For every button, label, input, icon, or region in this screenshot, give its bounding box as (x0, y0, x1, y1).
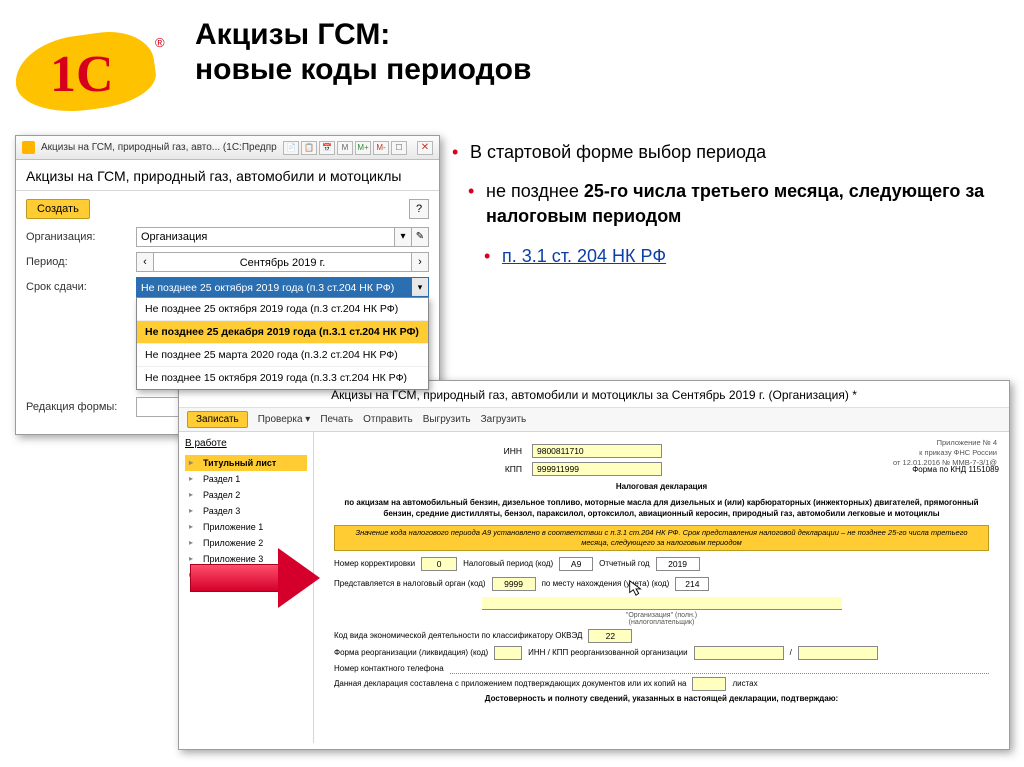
due-label: Срок сдачи: (26, 281, 136, 293)
tb-btn-3[interactable]: M (337, 141, 353, 155)
due-option-0[interactable]: Не позднее 25 октября 2019 года (п.3 ст.… (137, 298, 428, 321)
phone-field[interactable] (450, 663, 989, 674)
help-button[interactable]: ? (409, 199, 429, 219)
due-dropdown-btn[interactable]: ▾ (411, 277, 429, 297)
tb-print[interactable]: Печать (320, 414, 353, 425)
in-work-link[interactable]: В работе (185, 438, 307, 449)
bullet-2: не позднее 25-го числа третьего месяца, … (452, 179, 1012, 229)
reorg2-label: ИНН / КПП реорганизованной организации (528, 648, 687, 657)
pages-field[interactable] (692, 677, 726, 691)
pages-label-a: Данная декларация составлена с приложени… (334, 679, 686, 688)
org-full-label: "Организация" (полн.) (324, 612, 999, 619)
nav-section-2[interactable]: Раздел 2 (185, 487, 307, 503)
org-value: Организация (141, 231, 207, 243)
inn-label: ИНН (484, 446, 522, 456)
law-link[interactable]: п. 3.1 ст. 204 НК РФ (502, 246, 666, 266)
period-label: Период: (26, 256, 136, 268)
tb-btn-1[interactable]: 📋 (301, 141, 317, 155)
org-full-field[interactable] (482, 597, 842, 610)
nav-app-1[interactable]: Приложение 1 (185, 519, 307, 535)
nav-section-3[interactable]: Раздел 3 (185, 503, 307, 519)
logo-reg-mark: ® (155, 35, 165, 50)
taxper-label: Налоговый период (код) (463, 559, 553, 568)
kpp-label: КПП (484, 464, 522, 474)
titlebar-buttons: 📄 📋 📅 M M+ M- ☐ (283, 141, 407, 155)
loc-label: по месту нахождения (учета) (код) (542, 579, 670, 588)
write-button[interactable]: Записать (187, 411, 248, 428)
arrow-icon (190, 548, 322, 608)
edition-label: Редакция формы: (26, 401, 136, 413)
report-form: Приложение № 4 к приказу ФНС России от 1… (314, 432, 1009, 743)
taxper-field[interactable]: A9 (559, 557, 593, 571)
org-clear-btn[interactable]: ✎ (411, 227, 429, 247)
due-option-1[interactable]: Не позднее 25 декабря 2019 года (п.3.1 с… (137, 321, 428, 344)
toorg-label: Представляется в налоговый орган (код) (334, 579, 486, 588)
logo-1c: 1С ® (15, 20, 175, 120)
org-dropdown-btn[interactable]: ▾ (394, 227, 412, 247)
params-row-1: Номер корректировки 0 Налоговый период (… (334, 557, 989, 571)
org-line (324, 597, 999, 612)
doc-title: Налоговая декларация (324, 482, 999, 492)
reorg-label: Форма реорганизации (ликвидация) (код) (334, 648, 488, 657)
pages-label-b: листах (732, 679, 757, 688)
reorg-inn-field[interactable] (694, 646, 784, 660)
org-input[interactable]: Организация (136, 227, 395, 247)
kpp-field[interactable]: 999911999 (532, 462, 662, 476)
due-option-3[interactable]: Не позднее 15 октября 2019 года (п.3.3 с… (137, 367, 428, 389)
tb-export[interactable]: Выгрузить (423, 414, 471, 425)
tb-send[interactable]: Отправить (363, 414, 413, 425)
year-field[interactable]: 2019 (656, 557, 700, 571)
due-option-2[interactable]: Не позднее 25 марта 2020 года (п.3.2 ст.… (137, 344, 428, 367)
bullet-2a: не позднее (486, 181, 584, 201)
slide-title: Акцизы ГСМ: новые коды периодов (195, 18, 531, 87)
due-dropdown: Не позднее 25 октября 2019 года (п.3 ст.… (136, 297, 429, 390)
create-button[interactable]: Создать (26, 199, 90, 219)
tb-btn-0[interactable]: 📄 (283, 141, 299, 155)
tb-btn-2[interactable]: 📅 (319, 141, 335, 155)
period-value[interactable]: Сентябрь 2019 г. (154, 252, 411, 272)
tb-btn-5[interactable]: M- (373, 141, 389, 155)
params-row-2: Представляется в налоговый орган (код) 9… (334, 575, 989, 593)
inn-field[interactable]: 9800811710 (532, 444, 662, 458)
toorg-field[interactable]: 9999 (492, 577, 536, 591)
report-toolbar: Записать Проверка ▾ Печать Отправить Выг… (179, 408, 1009, 432)
loc-field[interactable]: 214 (675, 577, 709, 591)
bullet-3: п. 3.1 ст. 204 НК РФ (452, 244, 1012, 269)
bullet-1: В стартовой форме выбор периода (452, 140, 1012, 165)
okved-field[interactable]: 22 (588, 629, 632, 643)
reorg-field[interactable] (494, 646, 522, 660)
okved-label: Код вида экономической деятельности по к… (334, 631, 582, 640)
close-icon[interactable]: ✕ (417, 141, 433, 155)
due-combo[interactable]: Не позднее 25 октября 2019 года (п.3 ст.… (136, 277, 429, 297)
corr-field[interactable]: 0 (421, 557, 457, 571)
tb-btn-6[interactable]: ☐ (391, 141, 407, 155)
highlight-box: Значение кода налогового периода A9 уста… (334, 525, 989, 551)
form-right-note: Приложение № 4 к приказу ФНС России от 1… (893, 438, 997, 467)
org-label: Организация: (26, 231, 136, 243)
tb-btn-4[interactable]: M+ (355, 141, 371, 155)
bullet-list: В стартовой форме выбор периода не поздн… (452, 140, 1012, 269)
dialog-titlebar[interactable]: Акцизы на ГСМ, природный газ, авто... (1… (16, 136, 439, 160)
window-title: Акцизы на ГСМ, природный газ, авто... (1… (41, 142, 277, 153)
tb-import[interactable]: Загрузить (481, 414, 527, 425)
period-next-btn[interactable]: › (411, 252, 429, 272)
logo-text: 1С (50, 45, 114, 104)
nav-section-1[interactable]: Раздел 1 (185, 471, 307, 487)
sig-label: Достоверность и полноту сведений, указан… (485, 694, 838, 703)
nav-title-page[interactable]: Титульный лист (185, 455, 307, 471)
app-icon (22, 141, 35, 154)
corr-label: Номер корректировки (334, 559, 415, 568)
period-prev-btn[interactable]: ‹ (136, 252, 154, 272)
dialog-header: Акцизы на ГСМ, природный газ, автомобили… (16, 160, 439, 191)
phone-label: Номер контактного телефона (334, 664, 444, 673)
org-small-label: (налогоплательщик) (324, 619, 999, 626)
due-selected[interactable]: Не позднее 25 октября 2019 года (п.3 ст.… (136, 277, 429, 297)
year-label: Отчетный год (599, 559, 649, 568)
tb-check[interactable]: Проверка ▾ (258, 414, 311, 425)
cursor-icon (627, 579, 645, 597)
reorg-kpp-field[interactable] (798, 646, 878, 660)
slide-title-text: Акцизы ГСМ: новые коды периодов (195, 18, 531, 86)
doc-desc: по акцизам на автомобильный бензин, дизе… (324, 498, 999, 519)
